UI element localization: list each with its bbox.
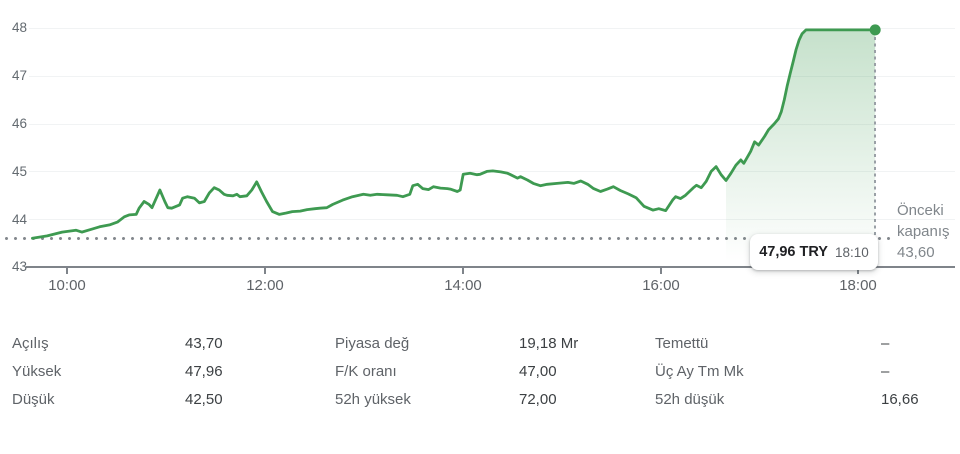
x-axis-tick <box>660 268 662 274</box>
price-line <box>31 28 877 240</box>
stats-column-1: Açılış 43,70 Yüksek 47,96 Düşük 42,50 <box>12 330 322 414</box>
stat-row-quarterly: Üç Ay Tm Mk – <box>655 358 955 386</box>
stat-label: 52h düşük <box>655 391 725 408</box>
stat-value: 72,00 <box>519 391 557 408</box>
previous-close-dotted-line <box>5 236 893 240</box>
stat-value: – <box>881 335 890 352</box>
stat-label: Yüksek <box>12 363 62 380</box>
stat-row-pe-ratio: F/K oranı 47,00 <box>335 358 645 386</box>
gridline <box>29 28 955 29</box>
stat-label: Düşük <box>12 391 55 408</box>
area-fill <box>726 29 876 267</box>
x-axis-line <box>26 266 955 268</box>
stat-value: 43,70 <box>185 335 223 352</box>
stat-row-low: Düşük 42,50 <box>12 386 322 414</box>
x-axis-tick <box>66 268 68 274</box>
gridline <box>29 124 955 125</box>
tooltip-price: 47,96 TRY <box>759 244 828 260</box>
price-tooltip: 47,96 TRY 18:10 <box>750 234 878 270</box>
stat-label: 52h yüksek <box>335 391 411 408</box>
hover-vertical-dashed-line <box>874 36 877 266</box>
x-axis-label: 14:00 <box>444 277 482 294</box>
stat-value: 47,00 <box>519 363 557 380</box>
y-axis-label: 46 <box>11 116 27 131</box>
gridline <box>29 219 955 220</box>
last-price-marker-dot <box>869 24 881 36</box>
stat-row-52w-low: 52h düşük 16,66 <box>655 386 955 414</box>
stat-row-52w-high: 52h yüksek 72,00 <box>335 386 645 414</box>
previous-close-label: Önceki kapanış 43,60 <box>897 200 959 263</box>
y-axis-label: 48 <box>11 20 27 35</box>
stat-value: 19,18 Mr <box>519 335 579 352</box>
y-axis-label: 43 <box>11 259 27 274</box>
price-chart[interactable]: 48 47 46 45 44 43 10:00 12:00 14:00 16:0… <box>0 0 960 310</box>
x-axis-label: 18:00 <box>839 277 877 294</box>
stat-row-high: Yüksek 47,96 <box>12 358 322 386</box>
stats-column-2: Piyasa değ 19,18 Mr F/K oranı 47,00 52h … <box>335 330 645 414</box>
stat-value: 47,96 <box>185 363 223 380</box>
stat-value: – <box>881 363 890 380</box>
x-axis-tick <box>462 268 464 274</box>
gridline <box>29 76 955 77</box>
tooltip-time: 18:10 <box>834 244 869 260</box>
x-axis-label: 12:00 <box>246 277 284 294</box>
stat-row-dividend: Temettü – <box>655 330 955 358</box>
x-axis-tick <box>857 268 859 274</box>
x-axis-label: 10:00 <box>48 277 86 294</box>
stat-label: Temettü <box>655 335 709 352</box>
previous-close-word-1: Önceki <box>897 202 944 219</box>
x-axis-tick <box>264 268 266 274</box>
y-axis-label: 44 <box>11 212 27 227</box>
y-axis-label: 47 <box>11 68 27 83</box>
x-axis-label: 16:00 <box>642 277 680 294</box>
previous-close-value: 43,60 <box>897 244 935 261</box>
stat-label: Üç Ay Tm Mk <box>655 363 744 380</box>
stat-value: 16,66 <box>881 391 919 408</box>
price-line-plot[interactable] <box>0 0 960 300</box>
previous-close-word-2: kapanış <box>897 223 950 240</box>
stat-value: 42,50 <box>185 391 223 408</box>
stat-row-market-cap: Piyasa değ 19,18 Mr <box>335 330 645 358</box>
stat-label: Açılış <box>12 335 49 352</box>
stats-column-3: Temettü – Üç Ay Tm Mk – 52h düşük 16,66 <box>655 330 955 414</box>
y-axis-label: 45 <box>11 164 27 179</box>
stat-label: Piyasa değ <box>335 335 410 352</box>
stat-label: F/K oranı <box>335 363 397 380</box>
stat-row-open: Açılış 43,70 <box>12 330 322 358</box>
